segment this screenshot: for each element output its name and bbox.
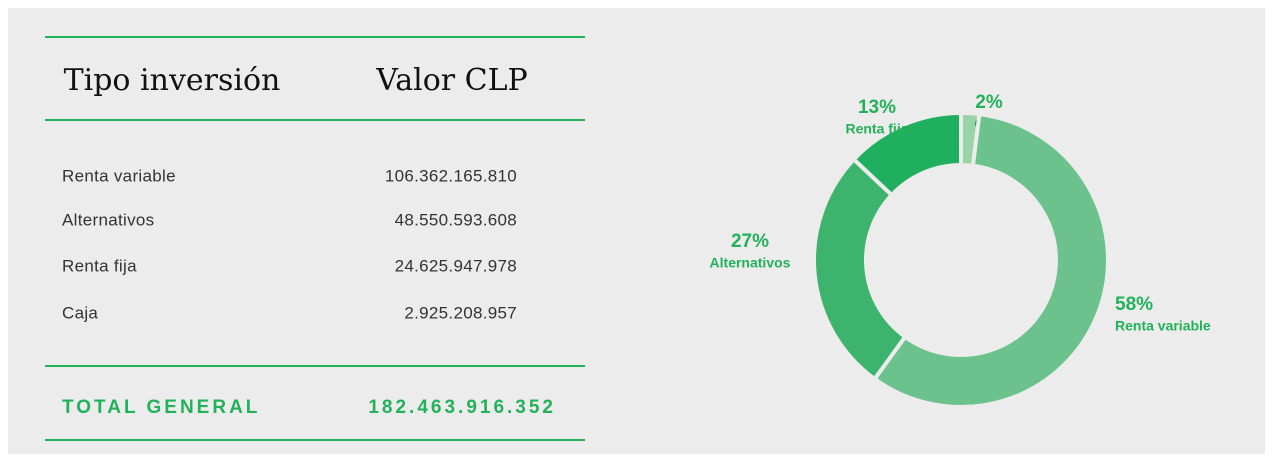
row-value: 24.625.947.978 bbox=[395, 256, 517, 275]
data-label: 27% bbox=[731, 231, 769, 252]
donut-segment bbox=[851, 110, 963, 198]
data-label: 58% bbox=[1115, 294, 1153, 315]
row-label: Alternativos bbox=[62, 210, 154, 229]
category-label: Alternativos bbox=[710, 255, 791, 271]
row-value: 106.362.165.810 bbox=[385, 166, 517, 185]
category-label: Renta variable bbox=[1115, 318, 1211, 334]
row-label: Renta fija bbox=[62, 256, 137, 275]
category-label: Renta fija bbox=[845, 121, 908, 137]
donut-segment bbox=[871, 111, 1110, 409]
header: Valor CLP bbox=[375, 63, 527, 98]
data-label: 2% bbox=[975, 92, 1003, 113]
row-value: 48.550.593.608 bbox=[395, 210, 517, 229]
header: Tipo inversión bbox=[64, 63, 281, 98]
row-value: 2.925.208.957 bbox=[404, 303, 517, 322]
data-label: 13% bbox=[858, 97, 896, 118]
row-label: Renta variable bbox=[62, 166, 176, 185]
row-label: Caja bbox=[62, 303, 98, 322]
donut-segment bbox=[812, 156, 908, 382]
total-value: 182.463.916.352 bbox=[368, 397, 556, 418]
total-label: TOTAL GENERAL bbox=[62, 397, 260, 418]
